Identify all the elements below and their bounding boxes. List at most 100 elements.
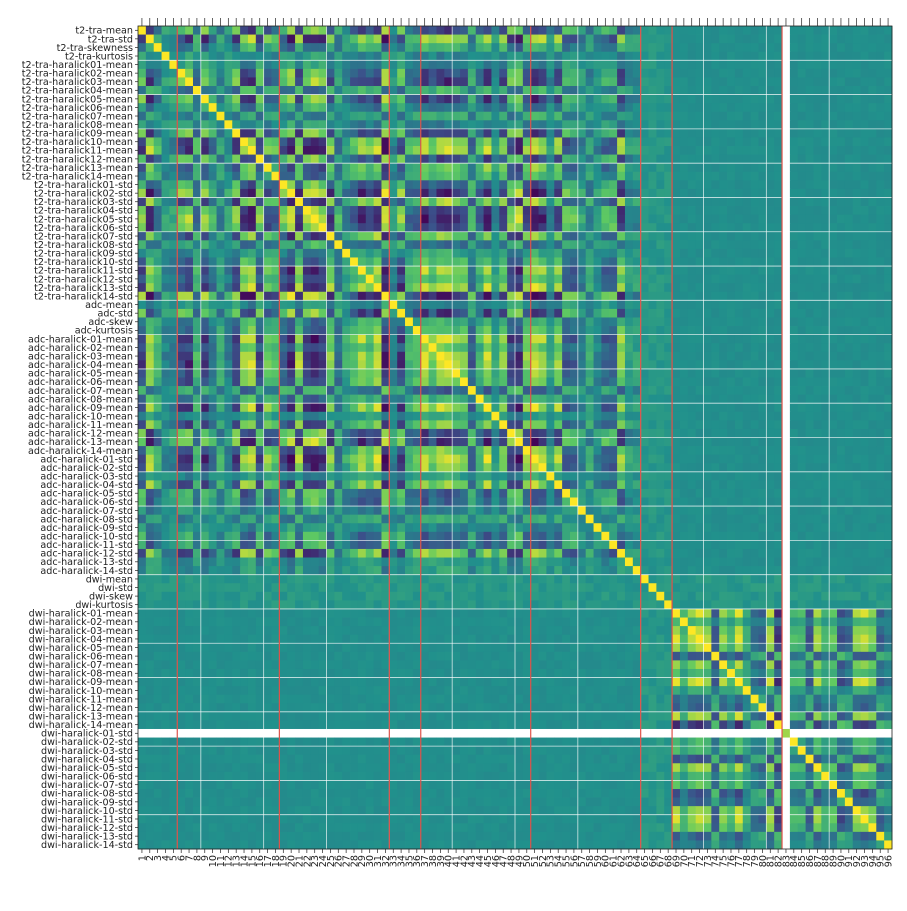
heatmap-cell (577, 428, 587, 438)
heatmap-cell (499, 368, 508, 378)
heatmap-cell (852, 26, 861, 35)
heatmap-cell (711, 368, 720, 378)
heatmap-cell (632, 86, 642, 95)
heatmap-cell (232, 223, 241, 233)
heatmap-cell (868, 428, 877, 438)
heatmap-cell (185, 51, 194, 61)
heatmap-cell (554, 214, 563, 224)
heatmap-cell (750, 154, 759, 164)
heatmap-cell (727, 446, 736, 456)
heatmap-cell (672, 197, 681, 207)
heatmap-cell (287, 103, 296, 113)
heatmap-cell (279, 94, 288, 104)
heatmap-cell (295, 26, 304, 35)
heatmap-cell (837, 300, 846, 310)
heatmap-cell (428, 163, 437, 173)
heatmap-cell (656, 43, 665, 53)
heatmap-cell (640, 171, 649, 181)
heatmap-cell (868, 146, 877, 155)
heatmap-cell (672, 231, 681, 241)
heatmap-cell (153, 334, 162, 344)
heatmap-cell (664, 420, 673, 430)
heatmap-cell (530, 77, 539, 87)
heatmap-cell (758, 60, 767, 70)
heatmap-cell (852, 377, 861, 387)
heatmap-cell (844, 317, 854, 327)
heatmap-cell (216, 394, 225, 404)
heatmap-cell (412, 394, 422, 404)
heatmap-cell (742, 154, 752, 164)
heatmap-cell (648, 128, 657, 138)
heatmap-cell (420, 137, 429, 147)
heatmap-cell (302, 394, 312, 404)
heatmap-cell (232, 283, 241, 293)
heatmap-cell (837, 154, 846, 164)
heatmap-cell (703, 300, 712, 310)
heatmap-cell (593, 180, 602, 190)
heatmap-cell (467, 111, 477, 121)
heatmap-cell (813, 154, 822, 164)
heatmap-cell (491, 411, 500, 421)
heatmap-cell (585, 386, 594, 396)
heatmap-cell (405, 26, 414, 35)
heatmap-cell (295, 34, 304, 44)
heatmap-cell (522, 446, 532, 456)
heatmap-cell (185, 180, 194, 190)
heatmap-cell (837, 146, 846, 155)
heatmap-cell (200, 128, 210, 138)
heatmap-cell (868, 317, 877, 327)
heatmap-cell (515, 43, 524, 53)
heatmap-cell (664, 154, 673, 164)
heatmap-cell (766, 240, 775, 250)
heatmap-cell (813, 197, 822, 207)
heatmap-cell (821, 266, 830, 276)
heatmap-cell (247, 86, 257, 95)
heatmap-cell (695, 137, 704, 147)
heatmap-cell (381, 171, 390, 181)
heatmap-cell (624, 128, 634, 138)
heatmap-cell (169, 111, 178, 121)
heatmap-cell (420, 266, 429, 276)
heatmap-cell (860, 437, 869, 447)
heatmap-cell (758, 146, 767, 155)
heatmap-cell (632, 180, 642, 190)
heatmap-cell (452, 240, 461, 250)
heatmap-cell (200, 428, 210, 438)
heatmap-cell (412, 163, 422, 173)
heatmap-cell (884, 171, 893, 181)
heatmap-cell (279, 240, 288, 250)
heatmap-cell (138, 454, 147, 464)
heatmap-cell (829, 394, 838, 404)
heatmap-cell (452, 51, 461, 61)
heatmap-cell (420, 283, 429, 293)
heatmap-cell (679, 386, 689, 396)
heatmap-cell (452, 214, 461, 224)
heatmap-cell (365, 300, 375, 310)
heatmap-cell (868, 77, 877, 87)
heatmap-cell (350, 60, 359, 70)
heatmap-cell (452, 188, 461, 198)
heatmap-cell (373, 34, 382, 44)
heatmap-cell (538, 454, 547, 464)
heatmap-cell (263, 146, 272, 155)
heatmap-cell (554, 154, 563, 164)
heatmap-cell (310, 188, 320, 198)
heatmap-cell (538, 188, 547, 198)
heatmap-cell (302, 334, 312, 344)
heatmap-cell (624, 411, 634, 421)
heatmap-cell (562, 34, 571, 44)
heatmap-cell (475, 103, 484, 113)
heatmap-cell (460, 223, 469, 233)
heatmap-cell (601, 111, 610, 121)
heatmap-cell (177, 317, 186, 327)
heatmap-cell (389, 428, 398, 438)
heatmap-cell (522, 463, 532, 473)
heatmap-cell (758, 128, 767, 138)
heatmap-cell (287, 68, 296, 78)
heatmap-cell (821, 231, 830, 241)
heatmap-cell (499, 386, 508, 396)
heatmap-cell (192, 197, 202, 207)
heatmap-cell (310, 360, 320, 370)
heatmap-cell (279, 257, 288, 267)
heatmap-cell (884, 266, 893, 276)
